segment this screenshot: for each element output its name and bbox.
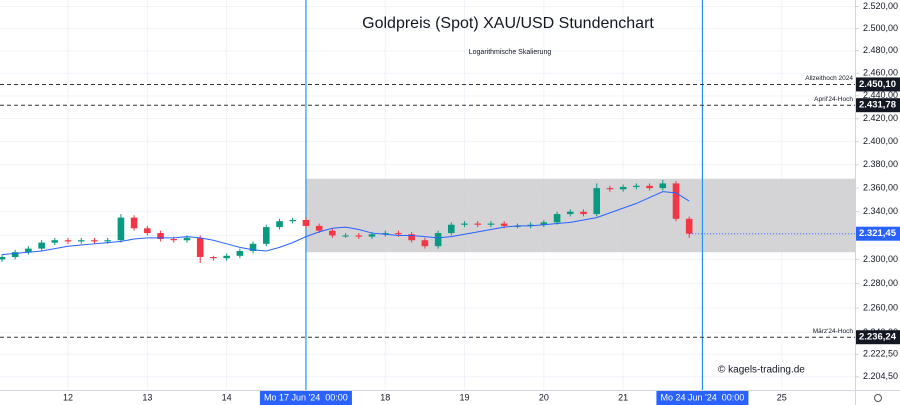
candle-body xyxy=(289,219,296,222)
candle-body xyxy=(461,223,468,225)
candle-body xyxy=(421,240,429,247)
y-tick-label: 2.260,00 xyxy=(863,302,898,312)
level-label: 2.450,10 xyxy=(859,79,896,90)
range-box xyxy=(305,178,855,253)
candle-body xyxy=(342,235,349,237)
candle-body xyxy=(11,252,19,258)
level-badge xyxy=(856,330,900,345)
candle-body xyxy=(487,223,495,225)
candle-body xyxy=(144,228,151,234)
candle-body xyxy=(157,233,164,240)
x-tick-label: 21 xyxy=(618,392,628,402)
y-tick-label: 2.280,00 xyxy=(863,278,898,288)
candle-body xyxy=(646,185,653,189)
x-tick-label: 14 xyxy=(222,392,232,402)
candle-body xyxy=(91,240,98,242)
candle-body xyxy=(540,222,548,225)
candle-body xyxy=(381,233,389,235)
x-tick-label: 19 xyxy=(460,392,470,402)
candle-body xyxy=(117,217,125,241)
candle-body xyxy=(315,225,323,231)
chart-title: Goldpreis (Spot) XAU/USD Stundenchart xyxy=(362,15,654,32)
candle-body xyxy=(527,224,534,226)
candle-body xyxy=(130,217,138,229)
x-tick-label: 20 xyxy=(539,392,549,402)
x-tick-highlight xyxy=(259,391,352,405)
candle-body xyxy=(210,257,217,259)
level-name: Allzeithoch 2024 xyxy=(805,75,853,82)
candle-body xyxy=(619,186,627,190)
candle-body xyxy=(104,240,111,242)
candle-body xyxy=(302,219,310,226)
candle-body xyxy=(474,223,482,225)
candle-body xyxy=(262,227,270,244)
y-tick-label: 2.222,50 xyxy=(863,349,898,359)
level-label: 2.431,78 xyxy=(859,100,896,111)
y-tick-label: 2.500,00 xyxy=(863,23,898,33)
y-tick-label: 2.204,50 xyxy=(863,371,898,381)
x-tick-label: 12 xyxy=(63,392,73,402)
candle-body xyxy=(395,233,402,235)
level-badge xyxy=(856,77,900,92)
candle-body xyxy=(329,230,336,236)
y-tick-label: 2.400,00 xyxy=(863,136,898,146)
level-name: März'24-Hoch xyxy=(813,328,854,335)
candle-body xyxy=(606,188,614,190)
candle-body xyxy=(276,221,283,228)
settings-icon[interactable] xyxy=(874,394,882,402)
y-tick-label: 2.520,00 xyxy=(863,1,898,11)
plot: Allzeithoch 2024 April'24-Hoch März'24-Hoc… xyxy=(0,0,855,390)
chart-subtitle: Logarithmische Skalierung xyxy=(469,49,552,56)
x-tick-label: 25 xyxy=(777,392,787,402)
level-label: 2.236,24 xyxy=(859,332,897,343)
last-price-badge xyxy=(856,226,900,241)
candle-body xyxy=(355,235,363,237)
moving-average xyxy=(1,191,690,256)
x-tick-highlight xyxy=(656,391,749,405)
candle-body xyxy=(500,223,508,226)
candle-body xyxy=(77,240,85,242)
candle-body xyxy=(566,211,574,215)
candle-body xyxy=(64,240,72,242)
candle-body xyxy=(368,234,376,237)
y-tick-label: 2.440,00 xyxy=(863,90,898,100)
candle-body xyxy=(447,224,455,234)
last-price-label: 2.321,45 xyxy=(859,228,897,239)
candle-body xyxy=(685,218,693,234)
y-tick-label: 2.480,00 xyxy=(863,45,898,55)
candle-body xyxy=(659,183,667,189)
candle-body xyxy=(170,239,178,241)
candle-body xyxy=(38,242,45,249)
y-tick-label: 2.420,00 xyxy=(863,113,898,123)
y-tick-label: 2.460,00 xyxy=(863,68,898,78)
y-tick-label: 2.300,00 xyxy=(863,254,898,264)
candle-body xyxy=(633,185,640,187)
candle-body xyxy=(0,257,6,260)
x-tick-label: 13 xyxy=(142,392,152,402)
x-tick-label: 18 xyxy=(380,392,390,402)
candle-body xyxy=(249,243,257,252)
y-tick-label: 2.340,00 xyxy=(863,206,898,216)
candle-body xyxy=(51,240,59,243)
x-tick-label: Mo 24 Jun '24 00:00 xyxy=(661,392,745,402)
level-badge xyxy=(856,98,900,113)
candle-body xyxy=(25,248,32,253)
x-tick-label: Mo 17 Jun '24 00:00 xyxy=(264,392,348,402)
y-tick-label: 2.380,00 xyxy=(863,159,898,169)
y-tick-label: 2.360,00 xyxy=(863,183,898,193)
candle-body xyxy=(408,234,415,241)
candle-body xyxy=(580,211,587,215)
watermark: © kagels-trading.de xyxy=(718,365,805,376)
candle-body xyxy=(236,251,244,256)
candle-body xyxy=(223,255,230,259)
level-name: April'24-Hoch xyxy=(814,96,853,103)
candle-body xyxy=(196,237,204,258)
candle-body xyxy=(434,233,442,247)
candle-body xyxy=(183,237,191,241)
candle-body xyxy=(672,183,680,219)
candle-body xyxy=(553,214,561,223)
candle-body xyxy=(593,188,601,215)
